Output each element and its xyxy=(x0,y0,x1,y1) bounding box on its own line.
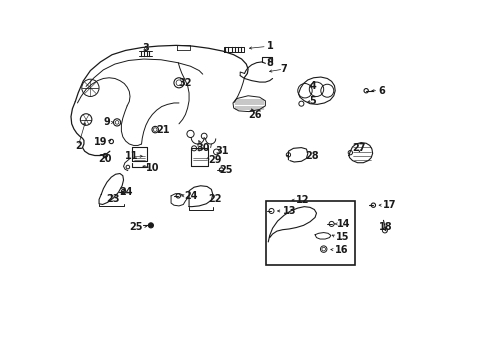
Text: 2: 2 xyxy=(75,141,81,151)
Text: 22: 22 xyxy=(208,194,222,204)
Circle shape xyxy=(148,223,153,228)
Text: 16: 16 xyxy=(334,245,347,255)
Text: 5: 5 xyxy=(309,96,316,106)
Text: 15: 15 xyxy=(335,232,349,242)
Text: 17: 17 xyxy=(382,200,396,210)
Text: 4: 4 xyxy=(309,81,316,91)
Text: 23: 23 xyxy=(106,194,119,204)
Text: 18: 18 xyxy=(378,222,392,232)
Text: 7: 7 xyxy=(280,64,286,74)
Text: 31: 31 xyxy=(215,146,229,156)
Text: 8: 8 xyxy=(266,58,273,68)
Text: 28: 28 xyxy=(305,150,319,161)
Text: 1: 1 xyxy=(266,41,273,51)
Text: 32: 32 xyxy=(178,78,191,88)
Text: 3: 3 xyxy=(142,43,148,53)
Text: 25: 25 xyxy=(129,222,142,232)
Text: 27: 27 xyxy=(351,143,365,153)
Text: 21: 21 xyxy=(156,125,169,135)
Bar xyxy=(265,201,355,265)
Text: 19: 19 xyxy=(94,137,107,147)
Text: 30: 30 xyxy=(196,143,209,153)
Text: 24: 24 xyxy=(183,191,197,201)
Text: 12: 12 xyxy=(295,195,308,205)
Text: 24: 24 xyxy=(119,186,132,197)
Text: 10: 10 xyxy=(145,163,159,173)
Text: 11: 11 xyxy=(125,151,139,161)
Text: 14: 14 xyxy=(337,219,350,229)
Text: 26: 26 xyxy=(248,110,262,120)
Text: 9: 9 xyxy=(103,117,110,127)
Text: 20: 20 xyxy=(98,154,111,164)
Text: 6: 6 xyxy=(378,86,385,96)
Text: 29: 29 xyxy=(207,155,221,165)
Text: 25: 25 xyxy=(219,165,232,175)
Text: 13: 13 xyxy=(282,206,296,216)
